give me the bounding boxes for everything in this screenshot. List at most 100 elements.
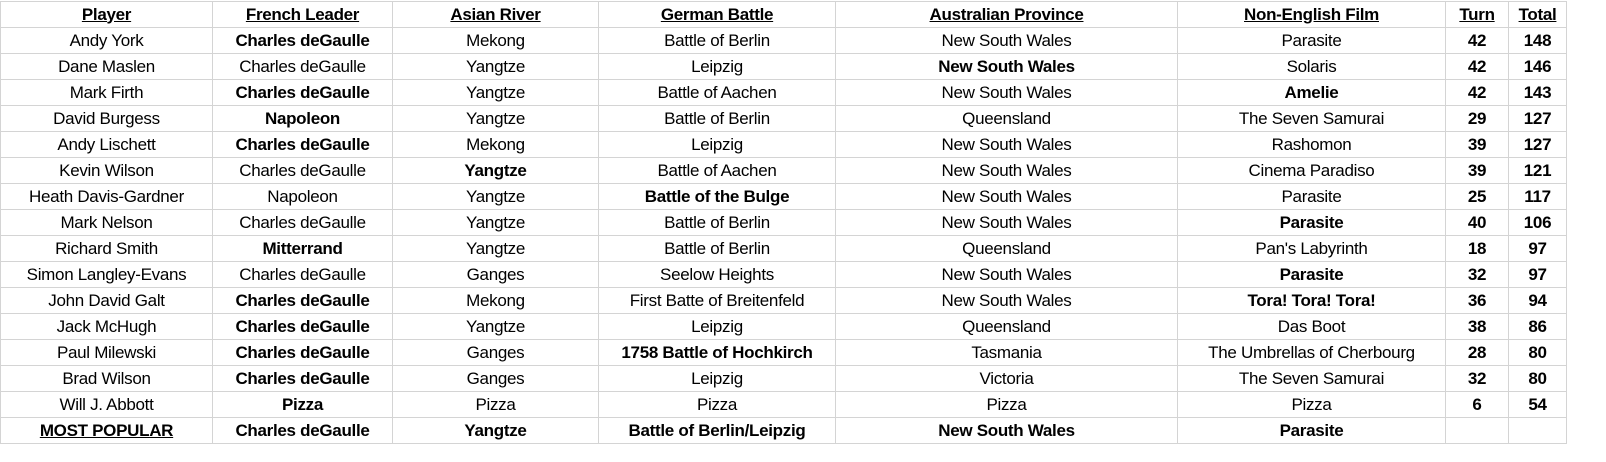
cell-german-battle[interactable]: First Batte of Breitenfeld [598,287,836,314]
cell-non-english-film[interactable]: Parasite [1177,183,1446,210]
summary-non-english-film[interactable]: Parasite [1177,417,1446,444]
cell-turn[interactable]: 39 [1445,157,1509,184]
summary-player[interactable]: MOST POPULAR [0,417,213,444]
cell-total[interactable]: 127 [1508,105,1567,132]
cell-non-english-film[interactable]: The Umbrellas of Cherbourg [1177,339,1446,366]
cell-non-english-film[interactable]: Das Boot [1177,313,1446,340]
cell-australian-province[interactable]: New South Wales [835,261,1178,288]
cell-asian-river[interactable]: Mekong [392,287,599,314]
cell-australian-province[interactable]: New South Wales [835,183,1178,210]
cell-non-english-film[interactable]: Cinema Paradiso [1177,157,1446,184]
cell-non-english-film[interactable]: Parasite [1177,261,1446,288]
cell-turn[interactable]: 36 [1445,287,1509,314]
cell-turn[interactable]: 18 [1445,235,1509,262]
cell-player[interactable]: Mark Firth [0,79,213,106]
header-non-english-film[interactable]: Non-English Film [1177,1,1446,28]
cell-non-english-film[interactable]: Parasite [1177,27,1446,54]
cell-total[interactable]: 97 [1508,235,1567,262]
cell-turn[interactable]: 29 [1445,105,1509,132]
cell-australian-province[interactable]: New South Wales [835,131,1178,158]
cell-asian-river[interactable]: Yangtze [392,53,599,80]
cell-asian-river[interactable]: Yangtze [392,105,599,132]
cell-player[interactable]: Heath Davis-Gardner [0,183,213,210]
cell-french-leader[interactable]: Mitterrand [212,235,393,262]
cell-turn[interactable]: 32 [1445,261,1509,288]
cell-asian-river[interactable]: Ganges [392,261,599,288]
cell-asian-river[interactable]: Yangtze [392,235,599,262]
cell-total[interactable]: 106 [1508,209,1567,236]
summary-turn[interactable] [1445,417,1509,444]
cell-german-battle[interactable]: Leipzig [598,313,836,340]
cell-australian-province[interactable]: Queensland [835,313,1178,340]
cell-player[interactable]: Andy Lischett [0,131,213,158]
cell-total[interactable]: 86 [1508,313,1567,340]
cell-total[interactable]: 94 [1508,287,1567,314]
cell-french-leader[interactable]: Charles deGaulle [212,339,393,366]
cell-german-battle[interactable]: 1758 Battle of Hochkirch [598,339,836,366]
cell-total[interactable]: 127 [1508,131,1567,158]
cell-non-english-film[interactable]: Pan's Labyrinth [1177,235,1446,262]
cell-turn[interactable]: 25 [1445,183,1509,210]
cell-player[interactable]: Brad Wilson [0,365,213,392]
cell-asian-river[interactable]: Mekong [392,131,599,158]
header-german-battle[interactable]: German Battle [598,1,836,28]
cell-australian-province[interactable]: Pizza [835,391,1178,418]
cell-german-battle[interactable]: Leipzig [598,53,836,80]
cell-non-english-film[interactable]: The Seven Samurai [1177,365,1446,392]
cell-non-english-film[interactable]: Rashomon [1177,131,1446,158]
cell-german-battle[interactable]: Battle of Berlin [598,105,836,132]
summary-french-leader[interactable]: Charles deGaulle [212,417,393,444]
cell-asian-river[interactable]: Yangtze [392,209,599,236]
cell-total[interactable]: 97 [1508,261,1567,288]
cell-german-battle[interactable]: Seelow Heights [598,261,836,288]
cell-german-battle[interactable]: Leipzig [598,131,836,158]
cell-non-english-film[interactable]: Amelie [1177,79,1446,106]
cell-australian-province[interactable]: New South Wales [835,157,1178,184]
header-turn[interactable]: Turn [1445,1,1509,28]
cell-german-battle[interactable]: Battle of Aachen [598,157,836,184]
cell-asian-river[interactable]: Pizza [392,391,599,418]
cell-australian-province[interactable]: New South Wales [835,53,1178,80]
cell-player[interactable]: Kevin Wilson [0,157,213,184]
cell-australian-province[interactable]: Queensland [835,105,1178,132]
cell-player[interactable]: David Burgess [0,105,213,132]
cell-player[interactable]: Andy York [0,27,213,54]
cell-player[interactable]: Dane Maslen [0,53,213,80]
cell-turn[interactable]: 40 [1445,209,1509,236]
cell-australian-province[interactable]: New South Wales [835,79,1178,106]
cell-german-battle[interactable]: Leipzig [598,365,836,392]
cell-non-english-film[interactable]: Pizza [1177,391,1446,418]
cell-australian-province[interactable]: New South Wales [835,287,1178,314]
summary-total[interactable] [1508,417,1567,444]
cell-french-leader[interactable]: Charles deGaulle [212,209,393,236]
cell-player[interactable]: Will J. Abbott [0,391,213,418]
cell-asian-river[interactable]: Yangtze [392,157,599,184]
cell-french-leader[interactable]: Charles deGaulle [212,131,393,158]
cell-french-leader[interactable]: Charles deGaulle [212,261,393,288]
cell-player[interactable]: Simon Langley-Evans [0,261,213,288]
cell-total[interactable]: 148 [1508,27,1567,54]
header-total[interactable]: Total [1508,1,1567,28]
cell-total[interactable]: 121 [1508,157,1567,184]
cell-turn[interactable]: 32 [1445,365,1509,392]
cell-french-leader[interactable]: Napoleon [212,105,393,132]
cell-australian-province[interactable]: Queensland [835,235,1178,262]
cell-australian-province[interactable]: Tasmania [835,339,1178,366]
cell-french-leader[interactable]: Charles deGaulle [212,79,393,106]
cell-australian-province[interactable]: New South Wales [835,27,1178,54]
cell-asian-river[interactable]: Yangtze [392,313,599,340]
cell-german-battle[interactable]: Battle of Berlin [598,235,836,262]
cell-french-leader[interactable]: Charles deGaulle [212,53,393,80]
cell-french-leader[interactable]: Charles deGaulle [212,365,393,392]
cell-player[interactable]: Jack McHugh [0,313,213,340]
cell-turn[interactable]: 38 [1445,313,1509,340]
cell-total[interactable]: 54 [1508,391,1567,418]
cell-total[interactable]: 146 [1508,53,1567,80]
cell-australian-province[interactable]: New South Wales [835,209,1178,236]
cell-french-leader[interactable]: Charles deGaulle [212,27,393,54]
cell-french-leader[interactable]: Napoleon [212,183,393,210]
cell-german-battle[interactable]: Battle of Aachen [598,79,836,106]
header-australian-province[interactable]: Australian Province [835,1,1178,28]
cell-asian-river[interactable]: Ganges [392,365,599,392]
header-french-leader[interactable]: French Leader [212,1,393,28]
